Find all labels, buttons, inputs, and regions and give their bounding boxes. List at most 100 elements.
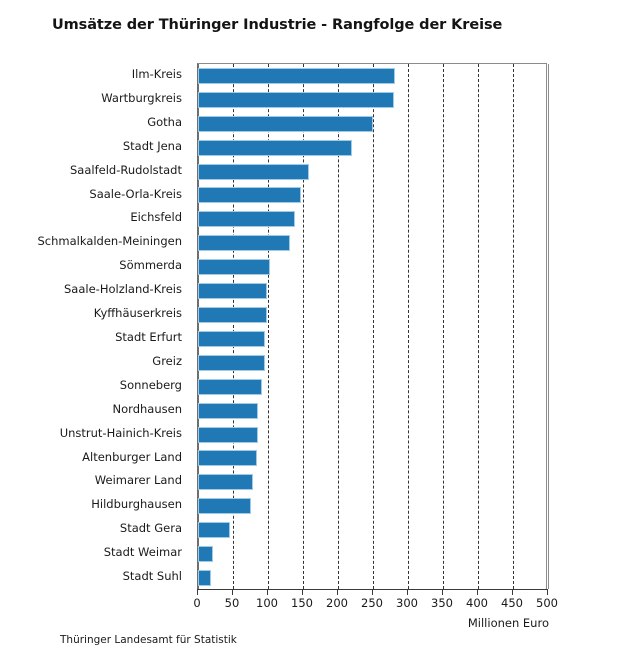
gridline-350 [443, 64, 444, 589]
y-axis-label: Stadt Suhl [122, 569, 182, 584]
x-tick-label: 50 [224, 596, 240, 610]
x-tick-label: 100 [256, 596, 278, 610]
bar-row [198, 399, 548, 423]
bar-row [198, 207, 548, 231]
x-tick-label: 200 [326, 596, 348, 610]
bar-row [198, 88, 548, 112]
x-tick-400 [477, 589, 478, 595]
bar-row [198, 351, 548, 375]
gridline-300 [408, 64, 409, 589]
y-axis-label: Eichsfeld [130, 210, 182, 225]
bar-row [198, 231, 548, 255]
y-axis-label: Nordhausen [112, 401, 182, 416]
x-tick-label: 450 [501, 596, 523, 610]
gridline-450 [513, 64, 514, 589]
x-tick-0 [197, 589, 198, 595]
bar[interactable] [198, 259, 271, 276]
y-axis-label: Stadt Erfurt [115, 330, 182, 344]
x-tick-label: 0 [193, 596, 201, 610]
y-axis-label: Altenburger Land [82, 449, 182, 464]
y-axis-label: Weimarer Land [94, 473, 182, 488]
gridline-0 [198, 64, 199, 589]
plot-area [197, 63, 549, 589]
x-tick-500 [547, 589, 548, 595]
bar-row [198, 64, 548, 88]
bar-row [198, 375, 548, 399]
bar[interactable] [198, 426, 259, 443]
bar-row [198, 136, 548, 160]
x-tick-label: 250 [361, 596, 383, 610]
x-tick-label: 300 [396, 596, 418, 610]
gridline-200 [338, 64, 339, 589]
y-axis-label: Stadt Gera [119, 521, 182, 536]
y-axis-label: Schmalkalden-Meiningen [37, 234, 183, 249]
x-tick-450 [512, 589, 513, 595]
gridline-100 [268, 64, 269, 589]
y-axis-label: Hildburghausen [91, 497, 182, 512]
x-tick-100 [267, 589, 268, 595]
bar[interactable] [198, 546, 214, 563]
bar[interactable] [198, 450, 257, 467]
bar-row [198, 184, 548, 208]
bar[interactable] [198, 235, 291, 252]
x-tick-label: 400 [466, 596, 488, 610]
bar-row [198, 327, 548, 351]
bar[interactable] [198, 163, 309, 180]
bar[interactable] [198, 115, 373, 132]
gridline-150 [303, 64, 304, 589]
y-axis-label: Kyffhäuserkreis [93, 306, 182, 321]
chart-title: Umsätze der Thüringer Industrie - Rangfo… [52, 17, 503, 33]
y-axis-category-labels: Ilm-Kreis Wartburgkreis Gotha Stadt Jena Saa… [0, 63, 190, 589]
gridline-250 [373, 64, 374, 589]
bar-row [198, 255, 548, 279]
bar-row [198, 112, 548, 136]
source-note: Thüringer Landesamt für Statistik [60, 634, 237, 646]
y-axis-label: Saale-Holzland-Kreis [64, 282, 182, 297]
bars-layer [198, 64, 546, 589]
bar[interactable] [198, 283, 268, 300]
bar-row [198, 470, 548, 494]
gridline-50 [233, 64, 234, 589]
x-tick-200 [337, 589, 338, 595]
bar[interactable] [198, 187, 301, 204]
bar-row [198, 423, 548, 447]
y-axis-label: Saalfeld-Rudolstadt [69, 162, 182, 177]
gridlines [198, 64, 549, 589]
bar-row [198, 279, 548, 303]
y-axis-label: Wartburgkreis [101, 90, 182, 105]
bar-row [198, 494, 548, 518]
x-tick-350 [442, 589, 443, 595]
y-axis-label: Gotha [147, 114, 182, 129]
x-tick-label: 150 [291, 596, 313, 610]
y-axis-label: Stadt Weimar [103, 545, 182, 560]
bar-row [198, 542, 548, 566]
bar[interactable] [198, 330, 266, 347]
bar-row [198, 160, 548, 184]
bar[interactable] [198, 522, 230, 539]
bar[interactable] [198, 211, 295, 228]
y-axis-label: Sonneberg [119, 377, 182, 392]
bar[interactable] [198, 402, 259, 419]
bar-row [198, 447, 548, 471]
bar[interactable] [198, 498, 251, 515]
x-tick-150 [302, 589, 303, 595]
x-tick-250 [372, 589, 373, 595]
gridline-400 [478, 64, 479, 589]
gridline-500 [548, 64, 549, 589]
bar[interactable] [198, 474, 254, 491]
bar[interactable] [198, 307, 267, 324]
bar-row [198, 566, 548, 590]
bar[interactable] [198, 91, 394, 108]
y-axis-label: Unstrut-Hainich-Kreis [59, 425, 182, 440]
y-axis-label: Saale-Orla-Kreis [89, 186, 182, 201]
bar[interactable] [198, 354, 265, 371]
bar[interactable] [198, 139, 352, 156]
bar-row [198, 518, 548, 542]
bar-row [198, 303, 548, 327]
bar[interactable] [198, 378, 262, 395]
bar[interactable] [198, 570, 212, 587]
bar[interactable] [198, 67, 396, 84]
x-tick-50 [232, 589, 233, 595]
y-axis-label: Sömmerda [119, 258, 182, 273]
